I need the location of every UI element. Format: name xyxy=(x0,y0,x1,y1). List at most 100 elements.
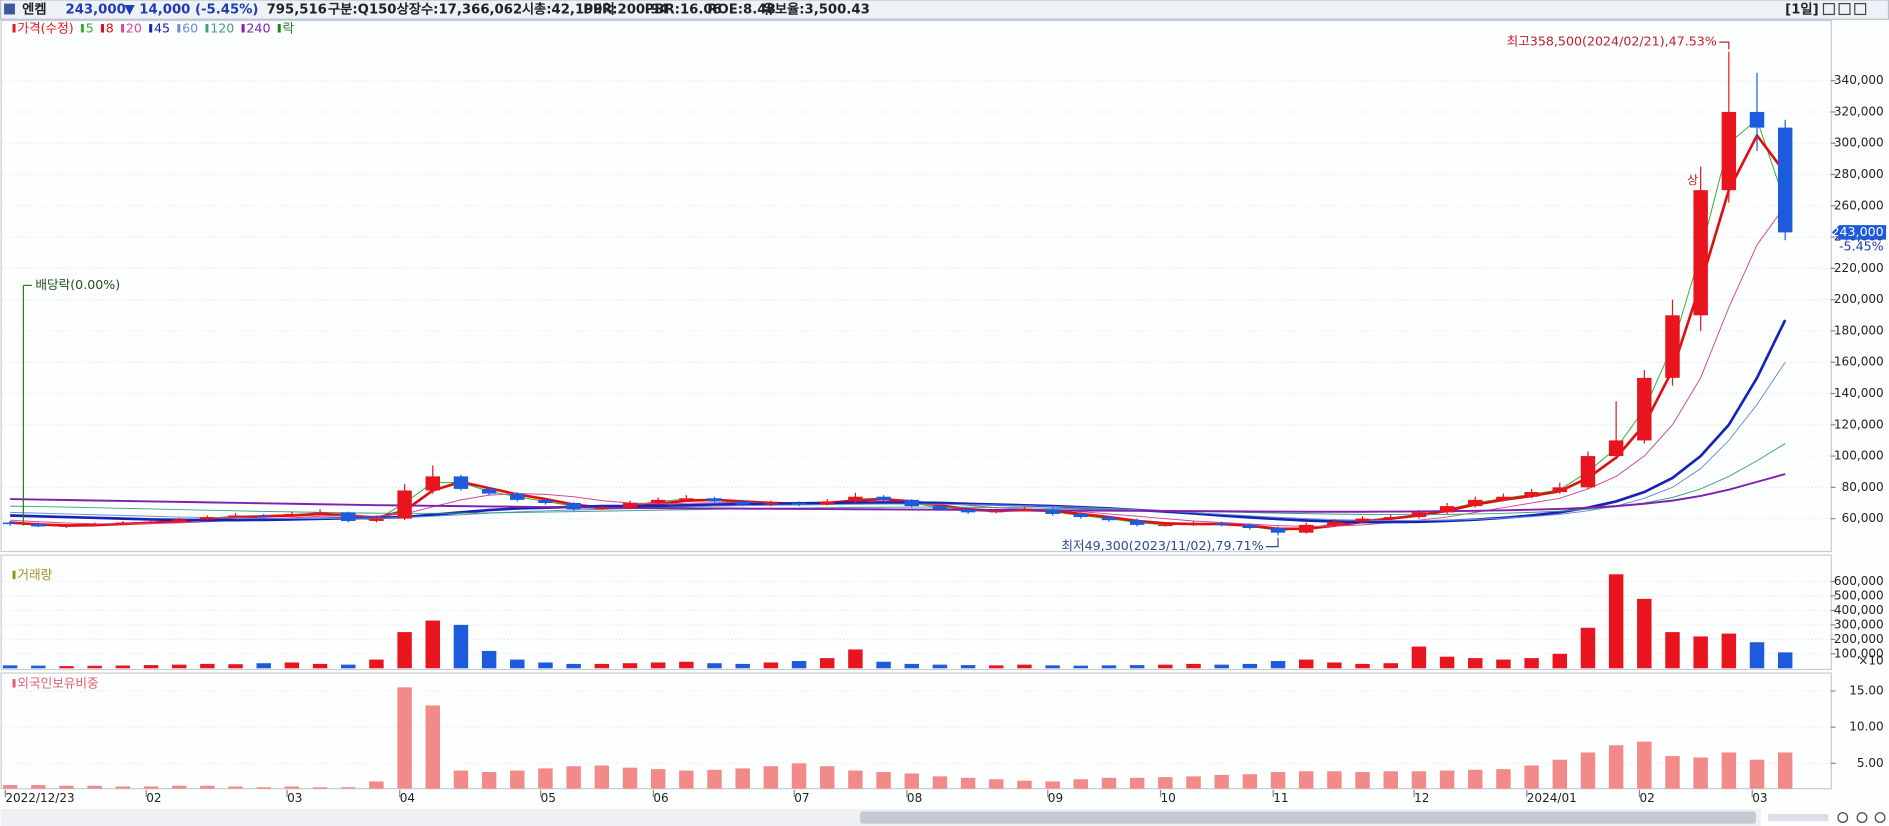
bar xyxy=(707,769,722,789)
candle-body xyxy=(453,476,469,489)
legend-item[interactable]: 락 xyxy=(283,20,295,35)
bar xyxy=(425,705,440,789)
legend-swatch xyxy=(241,24,245,33)
bar xyxy=(622,767,638,789)
candle-body xyxy=(538,499,553,503)
legend-item[interactable]: 120 xyxy=(210,20,234,35)
bar xyxy=(566,766,581,789)
bar xyxy=(1017,664,1032,669)
legend-item[interactable]: 20 xyxy=(126,20,142,35)
bar xyxy=(1129,665,1145,669)
bar xyxy=(1439,770,1455,789)
bar xyxy=(819,658,835,669)
bar xyxy=(1411,646,1427,669)
zoom-slider[interactable] xyxy=(1768,813,1829,822)
bar xyxy=(1383,663,1398,669)
bar xyxy=(1327,662,1342,669)
legend-item[interactable]: 8 xyxy=(106,20,114,35)
candle-body xyxy=(1017,509,1032,511)
candle-body xyxy=(228,515,243,518)
bar xyxy=(594,765,610,789)
header-item: 상장수:17,366,062 xyxy=(397,1,523,18)
legend-swatch xyxy=(277,24,281,33)
candle-body xyxy=(1186,523,1201,525)
legend-swatch xyxy=(205,24,209,33)
y-tick-label: 15.00 xyxy=(1849,683,1883,697)
bar xyxy=(143,665,159,669)
legend-item[interactable]: 5 xyxy=(86,20,94,35)
bar xyxy=(1270,772,1286,789)
bar xyxy=(848,649,863,669)
header-item: 구분:Q150 xyxy=(328,2,397,18)
bar xyxy=(2,665,18,669)
candle-body xyxy=(1580,456,1596,488)
header: 엔켐 243,000 ▼ 14,000 (-5.45%) 795,516 [1일… xyxy=(0,0,1889,20)
x-tick-label: 04 xyxy=(400,791,415,805)
minimize-button[interactable] xyxy=(1822,3,1835,16)
y-tick-label: 280,000 xyxy=(1834,167,1884,181)
candle-body xyxy=(763,502,779,505)
bar xyxy=(989,779,1004,789)
candle-body xyxy=(791,502,807,505)
zoom-button[interactable] xyxy=(1837,812,1849,823)
candle-body xyxy=(1496,496,1511,500)
zoom-button[interactable] xyxy=(1856,812,1868,823)
legend-item[interactable]: 240 xyxy=(246,20,270,35)
bar xyxy=(481,650,497,669)
bar xyxy=(200,785,215,789)
candle-body xyxy=(1665,315,1680,378)
y-tick-label: 320,000 xyxy=(1834,104,1884,118)
candle-body xyxy=(848,496,863,502)
bar xyxy=(1129,777,1145,789)
bar xyxy=(1665,756,1680,789)
candle-body xyxy=(1101,517,1117,521)
bar xyxy=(819,766,835,789)
x-tick-label: 08 xyxy=(907,791,922,805)
candle-body xyxy=(1158,524,1173,527)
candle-body xyxy=(1298,524,1314,533)
bar xyxy=(341,664,356,669)
candle-body xyxy=(1383,517,1398,519)
legend-item[interactable]: 45 xyxy=(154,20,170,35)
y-tick-label: 80,000 xyxy=(1842,480,1884,494)
bar xyxy=(171,785,187,789)
legend-item[interactable]: 가격(수정) xyxy=(17,20,73,35)
y-tick-label: 260,000 xyxy=(1834,198,1884,212)
candle-body xyxy=(1524,492,1539,497)
y-tick-label: 300,000 xyxy=(1834,136,1884,150)
scrollbar[interactable] xyxy=(0,809,1886,826)
scroll-thumb[interactable] xyxy=(860,811,1757,824)
period[interactable]: [1일] xyxy=(1785,2,1818,18)
maximize-button[interactable] xyxy=(1838,3,1851,16)
stock-price: 243,000 xyxy=(66,3,126,18)
bar xyxy=(1637,598,1652,669)
legend-swatch xyxy=(100,24,104,33)
bar xyxy=(143,786,159,789)
bar xyxy=(1721,752,1737,789)
bar xyxy=(115,786,131,789)
bar xyxy=(1665,632,1680,669)
bar xyxy=(256,787,271,789)
candle-body xyxy=(1270,528,1286,533)
bar xyxy=(1721,633,1737,669)
bar xyxy=(1580,752,1596,789)
bar xyxy=(707,663,722,669)
bar xyxy=(1468,769,1483,789)
bar xyxy=(31,785,46,789)
bar xyxy=(1045,781,1060,789)
volume-panel xyxy=(0,554,1832,671)
candle-body xyxy=(1608,440,1624,457)
unit-label: ×10 xyxy=(1858,654,1883,668)
zoom-button[interactable] xyxy=(1874,812,1886,823)
panel-title: 외국인보유비중 xyxy=(17,675,98,690)
bar xyxy=(1439,656,1455,669)
bar xyxy=(425,620,440,669)
candle-body xyxy=(1045,509,1060,514)
x-tick-label: 02 xyxy=(146,791,161,805)
legend-item[interactable]: 60 xyxy=(182,20,198,35)
panel-title-swatch xyxy=(12,679,16,688)
bar xyxy=(538,662,553,669)
bar xyxy=(59,666,74,669)
close-button[interactable] xyxy=(1854,3,1867,16)
candle-body xyxy=(171,519,187,522)
